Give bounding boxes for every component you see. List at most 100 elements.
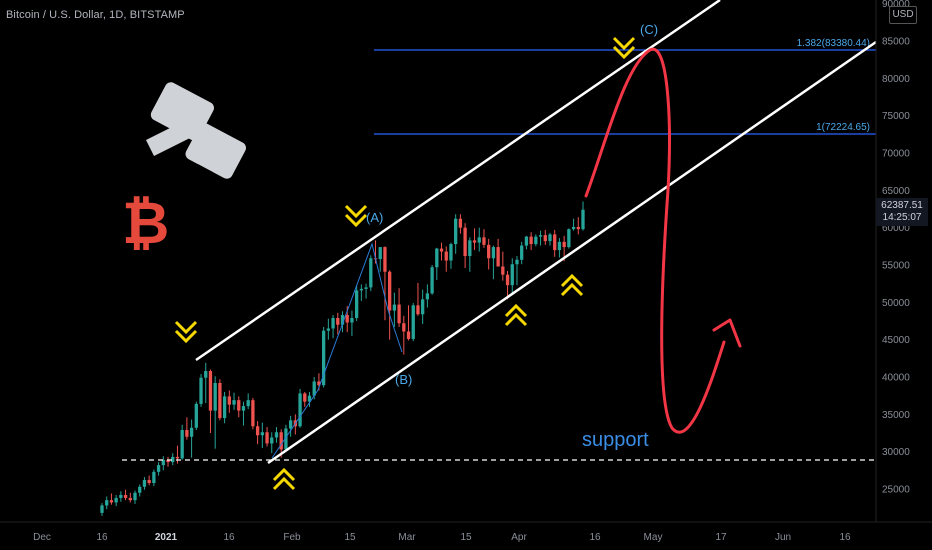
candle-body [152,471,156,484]
candle-body [524,236,529,246]
y-tick-label: 85000 [882,37,910,48]
candle-body [421,299,425,315]
y-tick-label: 75000 [882,111,910,122]
candlestick-series [100,201,585,516]
candle-body [171,456,175,463]
candle-body [175,456,180,459]
candle-body [496,247,500,267]
y-tick-label: 30000 [882,447,910,458]
candle-body [194,403,198,428]
candle-body [114,497,118,503]
candle-body [147,480,151,484]
x-axis[interactable]: Dec 16 2021 16 Feb 15 Mar 15 Apr 16 May 17 Jun 16 [0,521,932,543]
candle-body [138,486,142,493]
candle-body [274,432,279,438]
x-tick-label: 16 [96,532,108,543]
wave-label-c: (C) [640,22,658,37]
candle-body [227,396,231,405]
candle-body [237,400,241,411]
x-tick-label: 15 [344,532,356,543]
candle-body [543,235,547,242]
candle-body [571,226,576,230]
channel-lower-line [267,40,877,465]
candle-body [472,240,477,243]
candle-body [454,218,458,245]
candle-body [397,304,401,324]
candle-body [246,400,250,407]
last-price-tag: 62387.51 14:25:07 [876,198,928,226]
candle-body [430,267,434,294]
candle-body [326,328,331,331]
x-tick-label: Dec [33,532,51,543]
candle-body [331,318,335,329]
chevron-down-arrow-icon [612,36,636,60]
candle-body [576,226,580,230]
forecast-path [584,47,726,434]
candle-body [392,304,397,311]
y-tick-label: 25000 [882,485,910,496]
candle-body [388,271,392,311]
y-tick-label: 80000 [882,74,910,85]
candle-body [232,400,236,405]
gavel-icon [146,82,246,182]
candle-body [463,227,467,257]
candle-body [213,382,217,411]
candle-body [180,430,184,459]
candle-body [321,330,326,386]
chevron-down-arrow-icon [344,204,368,228]
candle-body [241,406,246,411]
candle-body [340,315,345,325]
candle-body [482,237,486,245]
channel-upper-line [195,0,721,362]
candle-body [505,274,510,286]
candle-body [199,377,203,404]
currency-badge[interactable]: USD [889,6,917,24]
candle-body [317,381,321,386]
candle-body [354,290,359,319]
wave-path-line [271,242,403,459]
candle-body [439,248,444,252]
candle-body [359,288,364,291]
candle-body [402,323,406,332]
candle-body [477,237,481,243]
y-tick-label: 50000 [882,298,910,309]
fib-label-lower: 1(72224.65) [816,122,870,133]
candle-body [142,480,147,487]
candle-body [425,293,430,300]
x-tick-label: 16 [839,532,851,543]
candle-body [312,381,316,396]
candle-body [364,287,368,289]
bitcoin-icon: ₿ [122,189,169,257]
candle-body [222,396,227,419]
candle-body [449,244,453,261]
candle-body [100,505,104,513]
support-label: support [582,429,649,451]
candle-body [336,318,340,325]
candle-body [119,494,123,498]
candle-body [520,245,524,260]
candle-body [204,371,208,378]
candle-body [218,382,222,419]
candle-body [468,240,472,257]
y-tick-label: 40000 [882,373,910,384]
candle-body [133,492,137,501]
fib-label-upper: 1.382(83380.44) [797,38,870,49]
candle-body [251,400,255,427]
x-tick-label: 16 [223,532,235,543]
candle-body [538,235,543,237]
candle-body [123,494,128,498]
candle-body [185,430,189,437]
bar-countdown: 14:25:07 [882,212,922,223]
candle-body [529,236,533,245]
candle-body [307,395,312,402]
x-tick-label: 17 [715,532,727,543]
candle-body [553,234,557,251]
candle-body [548,234,552,242]
chevron-up-arrow-icon [504,303,528,327]
candle-body [534,236,538,245]
y-axis[interactable]: 90000 85000 80000 75000 70000 65000 60000 55000… [875,0,910,522]
x-tick-label: 15 [460,532,472,543]
y-tick-label: 45000 [882,335,910,346]
x-tick-label: Apr [511,532,527,543]
